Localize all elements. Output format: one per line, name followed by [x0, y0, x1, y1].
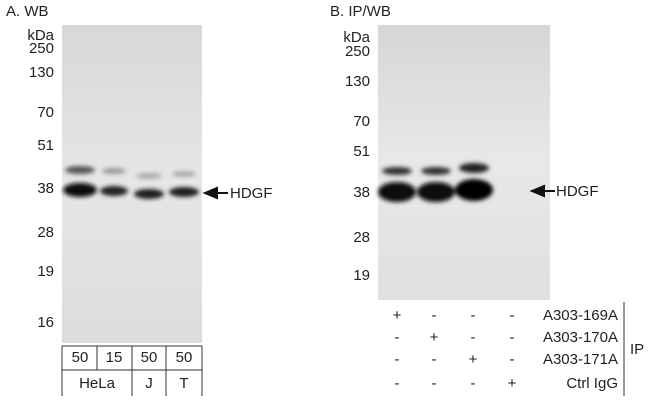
marker-label: 16: [37, 314, 54, 331]
marker-label: 19: [37, 263, 54, 280]
cell-line: T: [179, 375, 188, 392]
ip-sign: -: [510, 329, 515, 346]
load-amount: 50: [141, 349, 158, 366]
arrow-b: [529, 184, 555, 198]
ip-sign: +: [430, 329, 439, 346]
load-amount: 50: [72, 349, 89, 366]
marker-label: 28: [353, 229, 370, 246]
marker-label: 51: [37, 137, 54, 154]
marker-label: 70: [353, 113, 370, 130]
arrow-a: [202, 186, 228, 200]
marker-label: 70: [37, 104, 54, 121]
ip-row-label: A303-171A: [543, 351, 618, 368]
target-label: HDGF: [556, 183, 599, 200]
cell-line: HeLa: [79, 375, 116, 392]
ip-label: IP: [630, 341, 644, 358]
ip-sign: +: [469, 351, 478, 368]
ip-sign: -: [510, 351, 515, 368]
marker-label: 38: [37, 180, 54, 197]
ip-sign: -: [395, 329, 400, 346]
marker-label: 250: [29, 40, 54, 57]
marker-label: 19: [353, 267, 370, 284]
marker-label: kDa: [343, 29, 370, 46]
ip-sign: -: [471, 375, 476, 392]
marker-label: 38: [353, 184, 370, 201]
ip-row-label: A303-169A: [543, 307, 618, 324]
load-amount: 50: [176, 349, 193, 366]
load-amount: 15: [106, 349, 123, 366]
bands-b: [378, 163, 493, 202]
ip-row-label: Ctrl IgG: [566, 375, 618, 392]
ip-sign: -: [395, 375, 400, 392]
ip-sign: -: [395, 351, 400, 368]
ip-sign: -: [432, 307, 437, 324]
marker-label: 130: [29, 64, 54, 81]
ip-sign: -: [471, 329, 476, 346]
ip-sign: -: [432, 351, 437, 368]
bands-a: [63, 166, 199, 199]
ip-sign: +: [393, 307, 402, 324]
ip-sign: -: [510, 307, 515, 324]
marker-label: 28: [37, 224, 54, 241]
ip-sign: +: [508, 375, 517, 392]
marker-label: 250: [345, 43, 370, 60]
cell-line: J: [145, 375, 153, 392]
ip-sign: -: [432, 375, 437, 392]
ip-row-label: A303-170A: [543, 329, 618, 346]
table-a-lines: [61, 345, 203, 396]
marker-label: kDa: [27, 27, 54, 44]
marker-label: 51: [353, 143, 370, 160]
panel-title: A. WB: [6, 3, 49, 20]
target-label: HDGF: [230, 185, 273, 202]
marker-label: 130: [345, 73, 370, 90]
ip-sign: -: [471, 307, 476, 324]
panel-title: B. IP/WB: [330, 3, 391, 20]
blot-b: [378, 25, 550, 300]
